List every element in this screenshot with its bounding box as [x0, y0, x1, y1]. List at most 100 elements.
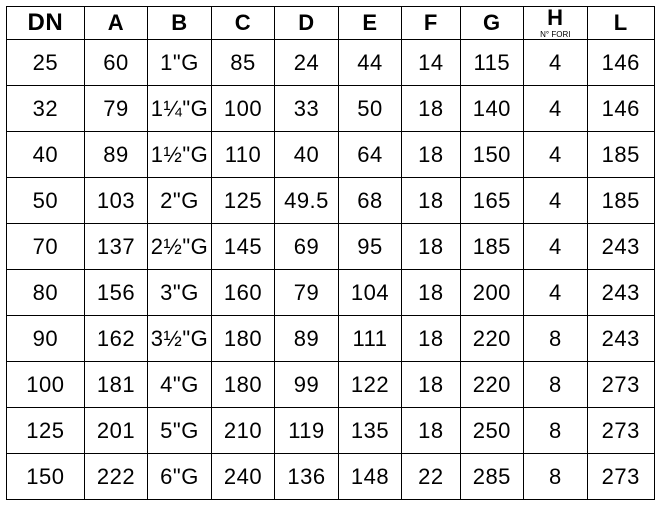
cell-c: 180: [211, 362, 275, 408]
cell-h: 8: [524, 362, 588, 408]
cell-f: 18: [402, 362, 460, 408]
cell-e: 50: [338, 86, 402, 132]
cell-b: 1¼"G: [148, 86, 212, 132]
cell-c: 100: [211, 86, 275, 132]
header-f: F: [402, 7, 460, 40]
cell-l: 243: [587, 316, 654, 362]
table-row: 1252015"G210119135182508273: [7, 408, 655, 454]
cell-e: 44: [338, 40, 402, 86]
cell-g: 185: [460, 224, 524, 270]
cell-b: 6"G: [148, 454, 212, 500]
cell-dn: 80: [7, 270, 85, 316]
cell-f: 14: [402, 40, 460, 86]
cell-e: 148: [338, 454, 402, 500]
cell-dn: 40: [7, 132, 85, 178]
cell-g: 150: [460, 132, 524, 178]
cell-e: 64: [338, 132, 402, 178]
cell-b: 1"G: [148, 40, 212, 86]
cell-g: 285: [460, 454, 524, 500]
cell-dn: 90: [7, 316, 85, 362]
cell-c: 160: [211, 270, 275, 316]
cell-f: 18: [402, 178, 460, 224]
cell-f: 18: [402, 408, 460, 454]
table-body: 25601"G85244414115414632791¼"G1003350181…: [7, 40, 655, 500]
cell-f: 18: [402, 316, 460, 362]
table-row: 32791¼"G1003350181404146: [7, 86, 655, 132]
cell-h: 4: [524, 224, 588, 270]
cell-d: 119: [275, 408, 339, 454]
cell-h: 8: [524, 408, 588, 454]
cell-b: 2½"G: [148, 224, 212, 270]
cell-c: 125: [211, 178, 275, 224]
cell-l: 273: [587, 362, 654, 408]
cell-d: 69: [275, 224, 339, 270]
cell-c: 210: [211, 408, 275, 454]
table-row: 701372½"G1456995181854243: [7, 224, 655, 270]
cell-l: 146: [587, 86, 654, 132]
cell-h: 8: [524, 316, 588, 362]
cell-e: 135: [338, 408, 402, 454]
cell-h: 4: [524, 178, 588, 224]
table-head: DN A B C D E F G H N° FORI L: [7, 7, 655, 40]
cell-b: 5"G: [148, 408, 212, 454]
cell-a: 156: [84, 270, 148, 316]
cell-c: 85: [211, 40, 275, 86]
cell-e: 111: [338, 316, 402, 362]
cell-l: 185: [587, 178, 654, 224]
cell-b: 2"G: [148, 178, 212, 224]
header-b: B: [148, 7, 212, 40]
cell-e: 104: [338, 270, 402, 316]
cell-a: 201: [84, 408, 148, 454]
cell-l: 243: [587, 224, 654, 270]
header-a: A: [84, 7, 148, 40]
cell-g: 140: [460, 86, 524, 132]
cell-a: 162: [84, 316, 148, 362]
cell-h: 4: [524, 86, 588, 132]
cell-a: 103: [84, 178, 148, 224]
table-row: 901623½"G18089111182208243: [7, 316, 655, 362]
table-row: 1001814"G18099122182208273: [7, 362, 655, 408]
cell-a: 137: [84, 224, 148, 270]
header-row: DN A B C D E F G H N° FORI L: [7, 7, 655, 40]
cell-d: 24: [275, 40, 339, 86]
cell-c: 110: [211, 132, 275, 178]
cell-d: 79: [275, 270, 339, 316]
header-h-sub: N° FORI: [524, 31, 587, 39]
cell-c: 145: [211, 224, 275, 270]
cell-d: 49.5: [275, 178, 339, 224]
cell-b: 3½"G: [148, 316, 212, 362]
cell-dn: 125: [7, 408, 85, 454]
cell-e: 122: [338, 362, 402, 408]
header-c: C: [211, 7, 275, 40]
header-l: L: [587, 7, 654, 40]
cell-c: 240: [211, 454, 275, 500]
cell-f: 18: [402, 86, 460, 132]
cell-dn: 50: [7, 178, 85, 224]
header-h-main: H: [524, 7, 587, 29]
cell-a: 181: [84, 362, 148, 408]
cell-e: 68: [338, 178, 402, 224]
cell-f: 22: [402, 454, 460, 500]
cell-d: 89: [275, 316, 339, 362]
table-row: 25601"G852444141154146: [7, 40, 655, 86]
table-row: 801563"G16079104182004243: [7, 270, 655, 316]
cell-d: 33: [275, 86, 339, 132]
cell-dn: 25: [7, 40, 85, 86]
cell-a: 79: [84, 86, 148, 132]
cell-h: 8: [524, 454, 588, 500]
cell-f: 18: [402, 132, 460, 178]
cell-f: 18: [402, 224, 460, 270]
table-container: { "table": { "headers": { "dn": "DN", "a…: [0, 0, 661, 506]
cell-b: 4"G: [148, 362, 212, 408]
cell-c: 180: [211, 316, 275, 362]
table-row: 40891½"G1104064181504185: [7, 132, 655, 178]
cell-g: 115: [460, 40, 524, 86]
cell-a: 89: [84, 132, 148, 178]
cell-b: 3"G: [148, 270, 212, 316]
cell-e: 95: [338, 224, 402, 270]
cell-d: 40: [275, 132, 339, 178]
cell-l: 273: [587, 454, 654, 500]
cell-d: 99: [275, 362, 339, 408]
cell-a: 222: [84, 454, 148, 500]
cell-dn: 100: [7, 362, 85, 408]
